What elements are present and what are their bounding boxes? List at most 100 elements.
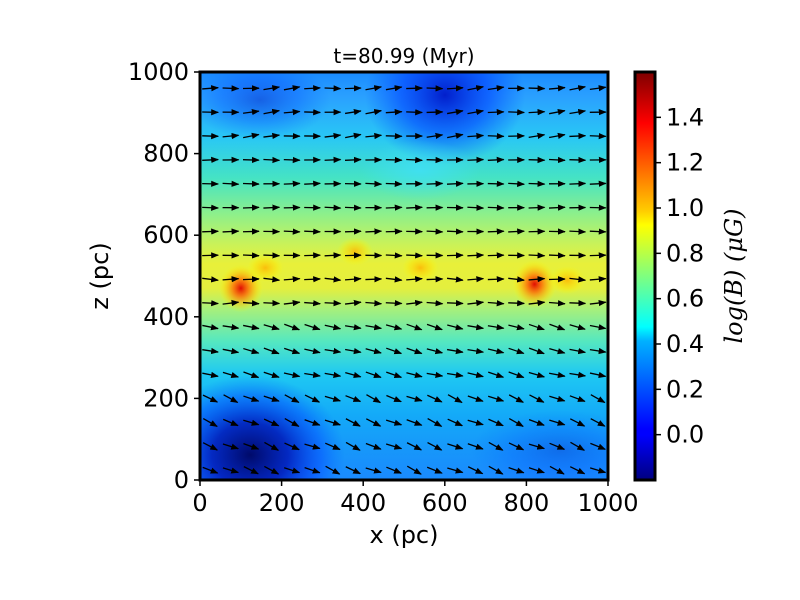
field-vector-arrow [365, 300, 383, 307]
colorbar-tick-label: 0.2 [666, 375, 704, 403]
x-tick-label: 200 [259, 489, 305, 517]
field-vector-arrow [222, 299, 240, 307]
field-vector-arrow [508, 394, 524, 403]
field-vector-arrow [243, 419, 260, 426]
field-vector-arrow [385, 419, 403, 426]
x-tick-label: 1000 [577, 489, 638, 517]
field-vector-arrow [488, 418, 504, 427]
colorbar-tick-label: 1.2 [666, 149, 704, 177]
field-vector-arrow [263, 252, 281, 259]
field-vector-arrow [569, 85, 587, 92]
field-vector-arrow [569, 371, 587, 378]
field-vector-arrow [569, 466, 586, 475]
field-vector-arrow [426, 348, 444, 355]
field-vector-arrow [283, 347, 301, 355]
field-vector-arrow [365, 276, 383, 283]
field-vector-arrow [283, 371, 301, 378]
field-vector-arrow [589, 85, 607, 92]
field-vector-arrow [263, 347, 280, 355]
y-tick-label: 0 [174, 466, 189, 494]
field-vector-arrow [365, 180, 383, 187]
field-vector-arrow [528, 443, 546, 450]
hotspot [402, 253, 439, 282]
colorbar: 0.0 0.2 0.4 0.6 0.8 1.0 1.2 1.4 log(B) (μG) [633, 70, 748, 482]
field-vector-arrow [344, 299, 362, 307]
field-vector-arrow [589, 252, 607, 259]
hotspot [247, 253, 284, 282]
field-vector-arrow [406, 419, 423, 426]
field-vector-arrow [304, 443, 321, 450]
field-vector-arrow [324, 324, 342, 331]
field-vector-arrow [508, 180, 525, 187]
x-tick-label: 0 [192, 489, 207, 517]
field-vector-arrow [569, 156, 587, 164]
field-vector-arrow [263, 108, 281, 116]
field-vector-arrow [222, 180, 240, 187]
colorbar-tick-label: 1.0 [666, 194, 704, 222]
field-vector-arrow [304, 467, 321, 474]
field-vector-arrow [202, 324, 219, 331]
field-vector-arrow [548, 156, 566, 164]
colorbar-tick-label: 0.6 [666, 285, 704, 313]
field-vector-arrow [243, 132, 260, 139]
field-vector-arrow [549, 465, 565, 475]
field-vector-arrow [242, 108, 260, 116]
field-vector-arrow [283, 299, 301, 307]
field-vector-arrow [487, 395, 505, 402]
field-vector-arrow [304, 276, 321, 283]
field-vector-arrow [202, 466, 219, 474]
field-vector-arrow [202, 347, 219, 355]
field-vector-arrow [467, 443, 484, 450]
field-vector-arrow [222, 371, 240, 379]
field-vector-arrow [284, 417, 300, 427]
hotspot [512, 260, 557, 309]
field-vector-arrow [487, 348, 505, 355]
field-vector-arrow [589, 228, 607, 235]
field-vector-arrow [590, 418, 606, 427]
field-vector-arrow [222, 276, 240, 283]
field-vector-arrow [283, 276, 301, 283]
field-vector-arrow [406, 109, 423, 116]
field-vector-arrow [324, 276, 342, 283]
field-vector-arrow [242, 180, 260, 187]
field-vector-arrow [447, 467, 464, 474]
field-vector-arrow [447, 347, 464, 355]
field-vector-arrow [426, 109, 444, 116]
field-vector-arrow [549, 395, 566, 402]
field-vector-arrow [263, 371, 280, 379]
x-axis-label: x (pc) [370, 521, 439, 549]
field-vector-arrow [202, 394, 219, 403]
field-vector-arrow [406, 465, 422, 475]
field-vector-arrow [447, 324, 464, 331]
field-vector-arrow [345, 347, 362, 355]
field-vector-arrow [528, 467, 545, 474]
field-vector-arrow [447, 443, 464, 450]
field-vector-arrow [263, 300, 281, 307]
field-vector-arrow [528, 204, 546, 211]
field-vector-arrow [365, 467, 382, 474]
field-vector-arrow [549, 348, 566, 355]
field-vector-arrow [263, 418, 280, 427]
field-vector-arrow [264, 441, 280, 451]
field-vector-arrow [202, 371, 219, 378]
field-vector-arrow [284, 394, 300, 403]
field-vector-arrow [488, 371, 505, 379]
field-vector-arrow [406, 442, 423, 451]
field-vector-arrow [508, 467, 525, 474]
field-vector-arrow [467, 466, 484, 475]
field-vector-arrow [345, 441, 361, 451]
field-vector-arrow [345, 418, 361, 427]
colorbar-gradient [635, 72, 655, 480]
field-vector-arrow [324, 419, 341, 426]
field-vector-arrow [467, 371, 484, 378]
field-vector-arrow [570, 441, 586, 451]
field-vector-arrow [324, 132, 342, 140]
field-vector-arrow [529, 394, 545, 403]
field-vector-arrow [487, 228, 505, 235]
field-vector-arrow [487, 109, 505, 116]
field-vector-arrow [202, 442, 218, 451]
field-vector-arrow [467, 395, 484, 402]
field-vector-arrow [386, 371, 403, 379]
field-vector-arrow [344, 324, 362, 331]
